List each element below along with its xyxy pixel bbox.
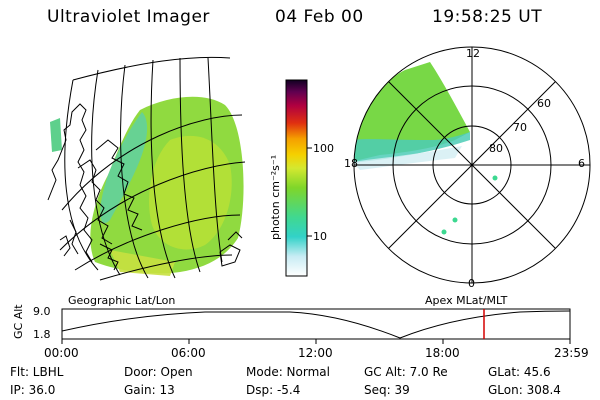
mode-info: Mode: Normal <box>246 365 330 379</box>
ip-info: IP: 36.0 <box>10 383 56 397</box>
gain-info: Gain: 13 <box>124 383 175 397</box>
lat-label-70: 70 <box>513 121 527 134</box>
polar-dot <box>441 229 447 235</box>
date-label: 04 Feb 00 <box>275 7 364 27</box>
altitude-xtick: 18:00 <box>425 346 460 360</box>
mlt-label-6: 6 <box>578 157 585 170</box>
mlt-label-18: 18 <box>344 157 358 170</box>
polar-dot <box>492 175 498 181</box>
filter-info: Flt: LBHL <box>10 365 64 379</box>
geo-small-patch <box>50 118 62 152</box>
geo-emission-edge <box>100 112 148 223</box>
altitude-xtick: 00:00 <box>44 346 79 360</box>
polar-plot <box>353 46 591 284</box>
polar-emission-edge <box>354 132 470 164</box>
altitude-curve <box>61 310 571 339</box>
lat-label-60: 60 <box>537 97 551 110</box>
altitude-xtick: 23:59 <box>554 346 589 360</box>
dsp-info: Dsp: -5.4 <box>246 383 301 397</box>
glat-info: GLat: 45.6 <box>488 365 551 379</box>
geo-lowlat-patch <box>110 250 175 276</box>
gc-alt-info: GC Alt: 7.0 Re <box>364 365 448 379</box>
door-info: Door: Open <box>124 365 193 379</box>
colorbar <box>285 79 312 277</box>
coastlines <box>47 103 243 271</box>
lat-label-80: 80 <box>489 142 503 155</box>
geo-panel-label: Geographic Lat/Lon <box>68 294 176 307</box>
polar-dot <box>452 217 458 223</box>
polar-emission-region <box>354 62 470 162</box>
altitude-plot <box>61 308 571 344</box>
mlt-label-0: 0 <box>468 277 475 290</box>
colorbar-tick-100: 100 <box>313 142 334 155</box>
polar-panel-label: Apex MLat/MLT <box>425 294 508 307</box>
time-label: 19:58:25 UT <box>432 7 543 27</box>
colorbar-tick-10: 10 <box>313 230 327 243</box>
polar-emission-fade <box>354 146 462 170</box>
geographic-map <box>47 56 246 281</box>
glon-info: GLon: 308.4 <box>488 383 561 397</box>
instrument-title: Ultraviolet Imager <box>47 7 210 27</box>
geo-emission-core <box>149 135 232 250</box>
seq-info: Seq: 39 <box>364 383 410 397</box>
altitude-ytick-1.8: 1.8 <box>33 328 51 341</box>
altitude-ylabel: GC Alt <box>12 304 25 339</box>
altitude-xtick: 12:00 <box>298 346 333 360</box>
colorbar-unit-label: photon cm⁻²s⁻¹ <box>269 154 282 240</box>
mlt-label-12: 12 <box>466 47 480 60</box>
altitude-xtick: 06:00 <box>171 346 206 360</box>
altitude-ytick-9: 9.0 <box>33 305 51 318</box>
